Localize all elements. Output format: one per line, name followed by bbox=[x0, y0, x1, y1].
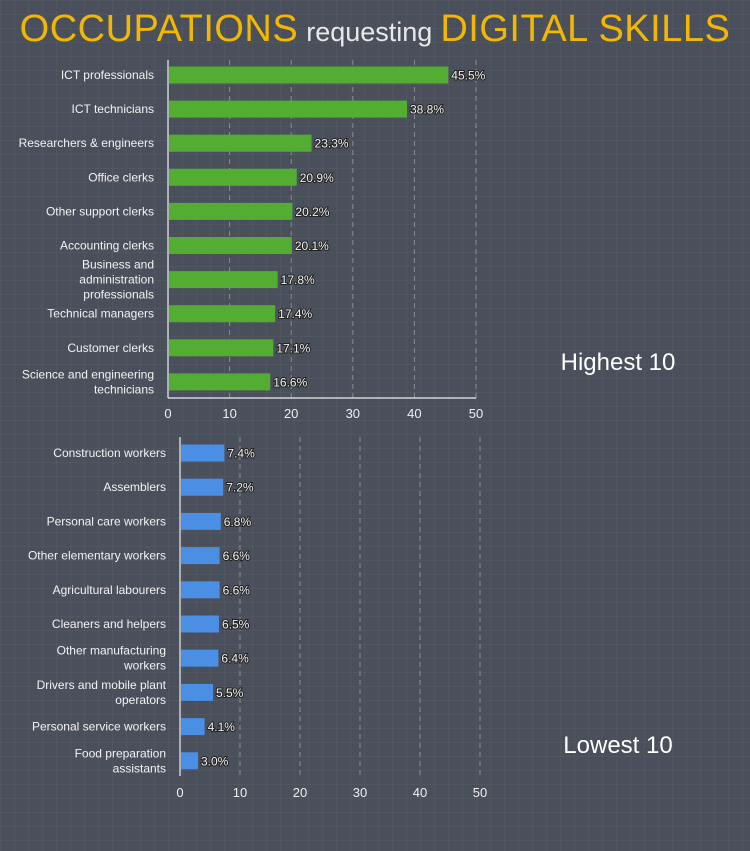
lowest-bar bbox=[181, 615, 219, 633]
lowest-value-label: 7.4% bbox=[227, 447, 255, 461]
highest-bar bbox=[169, 373, 271, 391]
lowest-value-label: 6.6% bbox=[223, 583, 251, 597]
lowest-category-label: Assemblers bbox=[103, 480, 166, 494]
highest-category-label: Science and engineering bbox=[22, 367, 154, 381]
lowest-category-label: Drivers and mobile plant bbox=[37, 678, 167, 692]
lowest-category-label: assistants bbox=[113, 761, 166, 775]
highest-value-label: 20.2% bbox=[295, 205, 329, 219]
lowest-bar bbox=[181, 752, 198, 770]
lowest-x-tick-label: 0 bbox=[176, 785, 183, 800]
title-digital-skills: DIGITAL SKILLS bbox=[440, 8, 731, 50]
lowest-category-label: operators bbox=[115, 693, 166, 707]
highest-bar bbox=[169, 168, 297, 186]
lowest-category-label: Other manufacturing bbox=[57, 644, 166, 658]
highest-category-label: Other support clerks bbox=[46, 204, 154, 218]
lowest-value-label: 6.8% bbox=[224, 515, 252, 529]
lowest-bar bbox=[181, 683, 213, 701]
highest-group-label: Highest 10 bbox=[561, 349, 676, 376]
highest-value-label: 20.9% bbox=[300, 171, 334, 185]
lowest-bar bbox=[181, 444, 225, 462]
highest-bar bbox=[169, 271, 278, 289]
highest-value-label: 17.8% bbox=[281, 273, 315, 287]
lowest-category-label: Food preparation bbox=[75, 746, 166, 760]
highest-category-label: Customer clerks bbox=[67, 341, 154, 355]
lowest-category-label: Agricultural labourers bbox=[53, 583, 166, 597]
highest-value-label: 16.6% bbox=[273, 375, 307, 389]
lowest-bar bbox=[181, 512, 221, 530]
highest-category-label: ICT professionals bbox=[61, 68, 154, 82]
lowest-value-label: 4.1% bbox=[208, 720, 236, 734]
highest-category-label: administration bbox=[79, 273, 154, 287]
lowest-bar bbox=[181, 649, 219, 667]
lowest-x-tick-label: 10 bbox=[233, 785, 247, 800]
highest-bar bbox=[169, 100, 408, 118]
lowest-group-label: Lowest 10 bbox=[563, 732, 672, 759]
highest-x-tick-label: 10 bbox=[222, 406, 236, 421]
highest-bar bbox=[169, 339, 274, 357]
highest-bar bbox=[169, 134, 312, 152]
lowest-value-label: 6.4% bbox=[221, 652, 249, 666]
highest-x-tick-label: 30 bbox=[346, 406, 360, 421]
highest-x-tick-label: 20 bbox=[284, 406, 298, 421]
lowest-x-tick-label: 40 bbox=[413, 785, 427, 800]
lowest-value-label: 6.6% bbox=[223, 549, 251, 563]
title-occupations: OCCUPATIONS bbox=[19, 8, 299, 50]
highest-x-tick-label: 40 bbox=[407, 406, 421, 421]
lowest-category-label: Personal service workers bbox=[32, 720, 166, 734]
lowest-category-label: Cleaners and helpers bbox=[52, 617, 166, 631]
highest-value-label: 45.5% bbox=[451, 69, 485, 83]
lowest-bar bbox=[181, 547, 220, 565]
highest-x-tick-label: 0 bbox=[164, 406, 171, 421]
lowest-x-tick-label: 20 bbox=[293, 785, 307, 800]
lowest-value-label: 3.0% bbox=[201, 754, 229, 768]
highest-value-label: 23.3% bbox=[315, 137, 349, 151]
highest-category-label: Researchers & engineers bbox=[19, 136, 154, 150]
highest-bar bbox=[169, 237, 292, 254]
highest-category-label: Accounting clerks bbox=[60, 239, 154, 253]
lowest-value-label: 7.2% bbox=[226, 481, 254, 495]
highest-category-label: Business and bbox=[82, 258, 154, 272]
highest-value-label: 17.4% bbox=[278, 307, 312, 321]
lowest-category-label: Construction workers bbox=[53, 446, 166, 460]
lowest-category-label: workers bbox=[123, 659, 166, 673]
highest-x-tick-label: 50 bbox=[469, 406, 483, 421]
lowest-x-tick-label: 30 bbox=[353, 785, 367, 800]
highest-bar bbox=[169, 66, 449, 84]
highest-value-label: 38.8% bbox=[410, 103, 444, 117]
highest-bar bbox=[169, 202, 293, 220]
highest-category-label: technicians bbox=[94, 382, 154, 396]
lowest-category-label: Other elementary workers bbox=[28, 549, 166, 563]
highest-category-label: Technical managers bbox=[47, 307, 154, 321]
lowest-category-label: Personal care workers bbox=[47, 514, 166, 528]
highest-bar bbox=[169, 305, 276, 323]
highest-category-label: ICT technicians bbox=[72, 102, 154, 116]
lowest-value-label: 5.5% bbox=[216, 686, 244, 700]
title-requesting: requesting bbox=[306, 17, 433, 47]
lowest-bar bbox=[181, 718, 205, 736]
lowest-value-label: 6.5% bbox=[222, 618, 250, 632]
lowest-bar bbox=[181, 478, 224, 496]
highest-category-label: Office clerks bbox=[88, 170, 154, 184]
lowest-x-tick-label: 50 bbox=[473, 785, 487, 800]
highest-value-label: 17.1% bbox=[276, 341, 310, 355]
highest-category-label: professionals bbox=[83, 288, 154, 302]
lowest-bar bbox=[181, 581, 220, 599]
chart-title: OCCUPATIONS requesting DIGITAL SKILLS bbox=[0, 8, 750, 51]
highest-value-label: 20.1% bbox=[295, 239, 329, 253]
